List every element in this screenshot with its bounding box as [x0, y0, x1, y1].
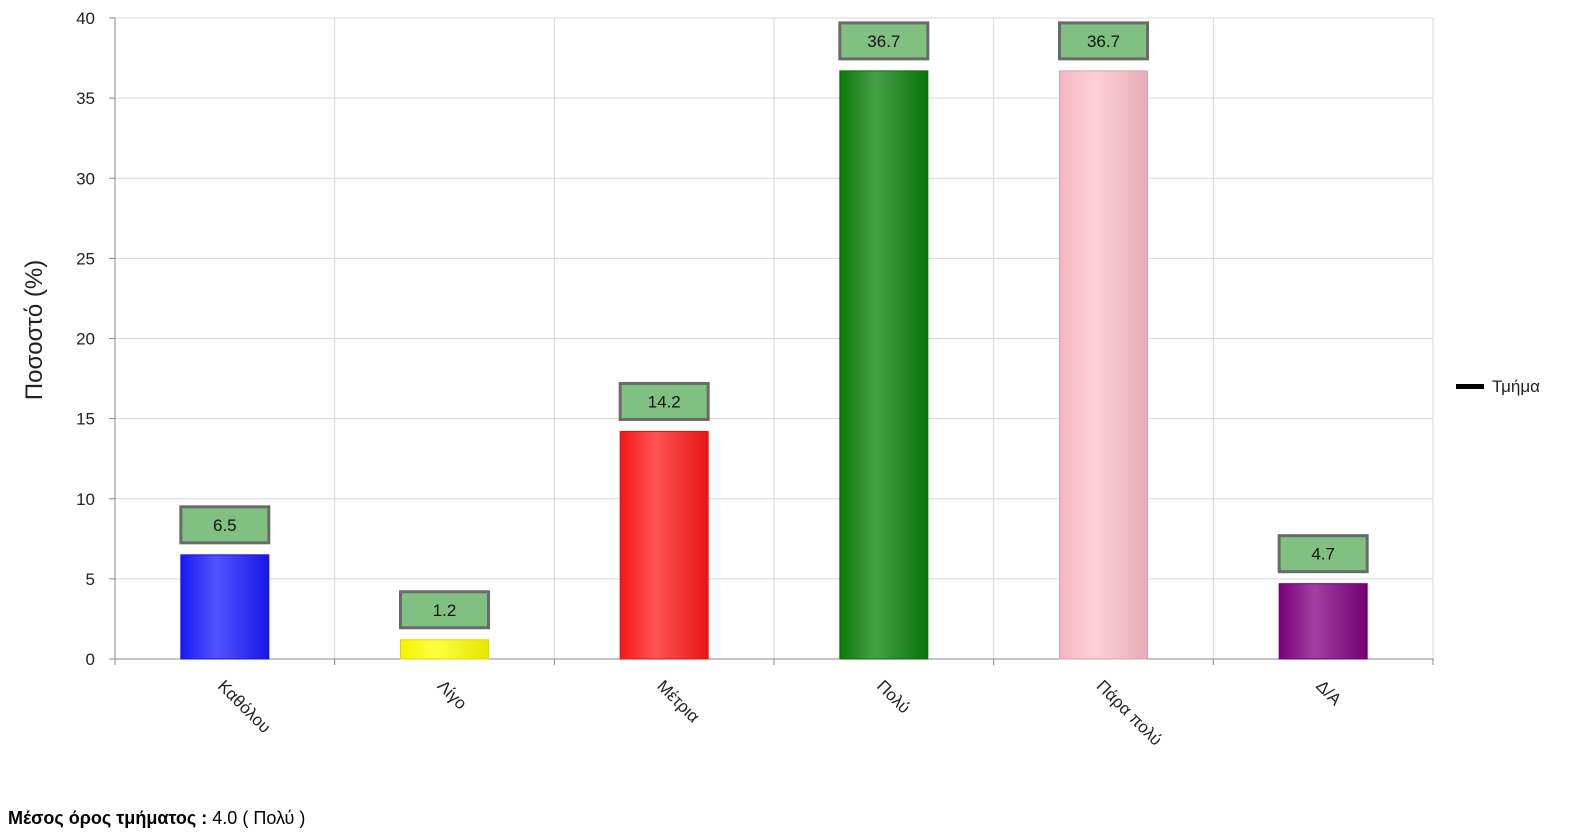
class-average: Μέσος όρος τμήματος : 4.0 ( Πολύ ): [8, 808, 305, 829]
value-label-box: [1277, 534, 1369, 574]
x-tick-label: Καθόλου: [214, 676, 274, 736]
x-tick-label: Πολύ: [873, 676, 914, 717]
axes: [109, 17, 1434, 665]
value-label-box: [838, 21, 930, 61]
y-tick-label: 30: [76, 169, 95, 188]
y-tick-label: 5: [86, 570, 95, 589]
value-label: 6.5: [213, 516, 237, 535]
y-tick-label: 15: [76, 410, 95, 429]
bar[interactable]: [1278, 583, 1368, 660]
value-label: 4.7: [1311, 545, 1335, 564]
value-label-box: [399, 590, 490, 630]
x-tick-label: Πάρα πολύ: [1093, 676, 1166, 749]
bar[interactable]: [180, 554, 270, 660]
value-label: 36.7: [867, 32, 900, 51]
value-label-box: [179, 505, 271, 545]
class-average-label: Μέσος όρος τμήματος :: [8, 808, 208, 828]
y-tick-label: 35: [76, 89, 95, 108]
value-label: 14.2: [648, 392, 681, 411]
y-axis-label: Ποσοστό (%): [21, 260, 48, 400]
value-labels: 6.5 1.2 14.2 36.7 36.7 4.7: [179, 21, 1369, 630]
legend-swatch: [1456, 384, 1484, 389]
y-tick-labels: 0 5 10 15 20 25 30 35 40: [76, 9, 95, 669]
y-tick-label: 25: [76, 249, 95, 268]
x-tick-labels: Καθόλου Λίγο Μέτρια Πολύ Πάρα πολύ Δ/Α: [214, 676, 1346, 749]
x-tick-label: Δ/Α: [1312, 676, 1345, 709]
y-tick-label: 10: [76, 490, 95, 509]
bar[interactable]: [839, 70, 929, 660]
bars: [180, 70, 1368, 660]
y-tick-label: 40: [76, 9, 95, 28]
x-tick-label: Μέτρια: [653, 676, 703, 726]
bar[interactable]: [400, 639, 489, 660]
y-tick-label: 0: [86, 650, 95, 669]
class-average-value: 4.0 ( Πολύ ): [212, 808, 306, 828]
value-label: 36.7: [1087, 32, 1120, 51]
bar[interactable]: [619, 430, 709, 660]
grid-lines: [114, 17, 1434, 660]
value-label-box: [618, 381, 710, 421]
bar[interactable]: [1059, 70, 1148, 660]
bar-chart: 0 5 10 15 20 25 30 35 40 6.5 1.2 14.2 36.7 36.7 4.7 Κ…: [21, 9, 1540, 749]
x-tick-label: Λίγο: [434, 676, 471, 713]
value-label: 1.2: [433, 601, 457, 620]
legend[interactable]: Τμήμα: [1456, 377, 1540, 396]
y-tick-label: 20: [76, 330, 95, 349]
legend-label: Τμήμα: [1492, 377, 1540, 396]
value-label-box: [1058, 21, 1149, 61]
